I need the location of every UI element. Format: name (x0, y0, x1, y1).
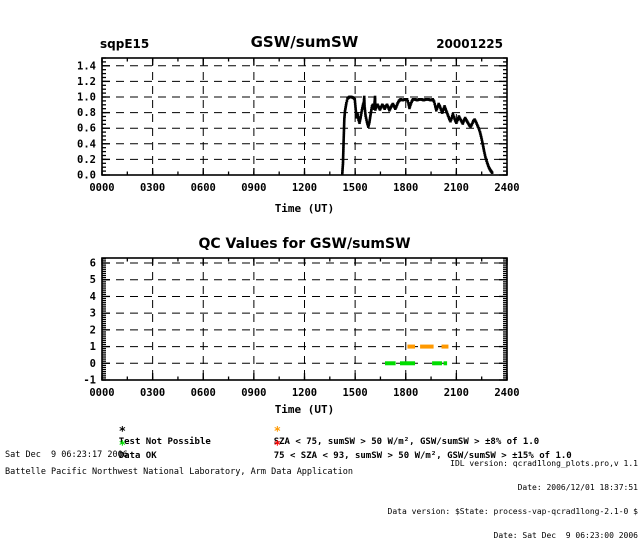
legend-label: Data OK (118, 451, 157, 461)
legend-label: SZA < 75, sumSW > 50 W/m², GSW/sumSW > ±… (273, 437, 540, 447)
x-tick-label: 1200 (292, 182, 317, 194)
organization-label: Battelle Pacific Northwest National Labo… (5, 467, 353, 477)
site-label: sqpE15 (100, 37, 150, 51)
asterisk-marker-icon: * (118, 438, 126, 452)
qc-values-tick-labels: 0000 0300 0600 0900 1200 1500 1800 2100 2400 -1 0 1… (83, 258, 519, 399)
idl-version-date-line: Date: 2006/12/01 18:37:51 (517, 483, 638, 492)
y-tick-label: 2 (90, 324, 96, 336)
y-tick-label: 0.0 (77, 170, 96, 182)
x-tick-label: 2100 (444, 387, 469, 399)
y-tick-label: 6 (90, 258, 96, 270)
date-label: 20001225 (436, 37, 503, 51)
legend-item-sza-lt-75: * SZA < 75, sumSW > 50 W/m², GSW/sumSW >… (252, 417, 540, 457)
x-tick-label: 1800 (393, 182, 418, 194)
legend-label: Test Not Possible (118, 437, 211, 447)
legend-item-sza-75-93: * 75 < SZA < 93, sumSW > 50 W/m², GSW/su… (252, 431, 572, 471)
x-tick-label: 0900 (241, 182, 266, 194)
legend-item-test-not-possible: * Test Not Possible (97, 417, 211, 457)
qc-values-grid (102, 258, 507, 380)
legend-item-data-ok: * Data OK (97, 431, 157, 471)
legend-label: 75 < SZA < 93, sumSW > 50 W/m², GSW/sumS… (273, 451, 572, 461)
idl-version-line: IDL version: qcrad1long_plots.pro,v 1.1 (450, 459, 638, 468)
asterisk-marker-icon: * (273, 438, 281, 452)
version-info-block: IDL version: qcrad1long_plots.pro,v 1.1 … (388, 444, 638, 556)
y-tick-label: 3 (90, 308, 96, 320)
gsw-sumsw-data-points (341, 95, 494, 175)
x-tick-label: 0300 (140, 182, 165, 194)
gsw-sumsw-tick-labels: 0000 0300 0600 0900 1200 1500 1800 2100 2400 0.0 0… (77, 60, 520, 194)
plot2-title: QC Values for GSW/sumSW (198, 236, 411, 252)
charts-canvas: 0000 0300 0600 0900 1200 1500 1800 2100 24000.00… (77, 57, 520, 399)
x-tick-label: 0600 (191, 182, 216, 194)
qc-values-axis-box (101, 257, 508, 381)
x-tick-label: 1500 (342, 387, 367, 399)
gsw-sumsw-grid (102, 58, 507, 175)
x-tick-label: 2400 (494, 387, 519, 399)
gsw-sumsw-plot: 0000 0300 0600 0900 1200 1500 1800 2100 2400 0.0 0… (77, 57, 520, 194)
asterisk-marker-icon: * (118, 424, 126, 438)
plot1-xaxis-label: Time (UT) (274, 202, 335, 215)
plot-timestamp: Sat Dec 9 06:23:17 2006 (5, 450, 128, 460)
y-tick-label: 0.8 (77, 107, 96, 119)
y-tick-label: 1.2 (77, 76, 96, 88)
qcrad-plot-page: 0000 0300 0600 0900 1200 1500 1800 2100 2400 0.0 0… (5, 33, 638, 540)
data-version-date-line: Date: Sat Dec 9 06:23:00 2006 (493, 531, 639, 540)
y-tick-label: 0.2 (77, 154, 96, 166)
y-tick-label: 4 (90, 291, 96, 303)
x-tick-label: 1800 (393, 387, 418, 399)
qc-values-plot: 0000 0300 0600 0900 1200 1500 1800 2100 2400 -1 0 1… (83, 257, 520, 399)
y-tick-label: -1 (83, 375, 96, 387)
gsw-sumsw-axis-box (101, 57, 508, 176)
x-tick-label: 2400 (494, 182, 519, 194)
x-tick-label: 0000 (89, 387, 114, 399)
y-tick-label: 1.0 (77, 92, 96, 104)
plot1-title: GSW/sumSW (250, 33, 359, 51)
x-tick-label: 1200 (292, 387, 317, 399)
y-tick-label: 0.4 (77, 138, 96, 150)
plot2-xaxis-label: Time (UT) (274, 403, 335, 416)
x-tick-label: 0600 (191, 387, 216, 399)
x-tick-label: 1500 (342, 182, 367, 194)
x-tick-label: 0000 (89, 182, 114, 194)
y-tick-label: 1.4 (77, 60, 96, 72)
x-tick-label: 2100 (444, 182, 469, 194)
y-tick-label: 1 (90, 341, 96, 353)
x-tick-label: 0300 (140, 387, 165, 399)
y-tick-label: 0 (90, 358, 96, 370)
y-tick-label: 0.6 (77, 123, 96, 135)
data-version-line: Data version: $State: process-vap-qcrad1… (387, 507, 638, 516)
asterisk-marker-icon: * (273, 424, 281, 438)
x-tick-label: 0900 (241, 387, 266, 399)
y-tick-label: 5 (90, 274, 96, 286)
